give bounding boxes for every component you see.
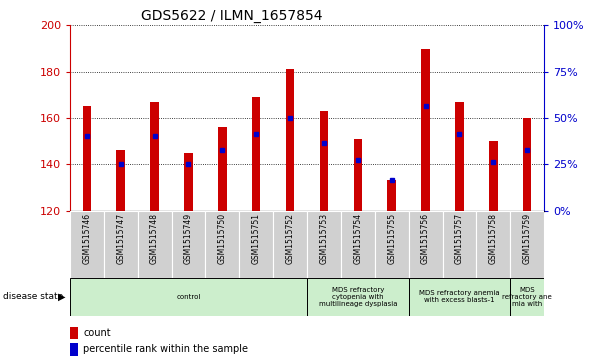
Bar bbox=[240, 211, 273, 278]
Bar bbox=[510, 211, 544, 278]
Bar bbox=[421, 49, 430, 211]
Text: GSM1515757: GSM1515757 bbox=[455, 213, 464, 264]
Text: disease state: disease state bbox=[3, 292, 63, 301]
Bar bbox=[409, 278, 510, 316]
Text: percentile rank within the sample: percentile rank within the sample bbox=[83, 344, 248, 354]
Bar bbox=[218, 127, 227, 211]
Bar bbox=[70, 343, 78, 356]
Text: GSM1515756: GSM1515756 bbox=[421, 213, 430, 264]
Text: GSM1515758: GSM1515758 bbox=[489, 213, 498, 264]
Text: GDS5622 / ILMN_1657854: GDS5622 / ILMN_1657854 bbox=[141, 9, 323, 23]
Text: GSM1515754: GSM1515754 bbox=[353, 213, 362, 264]
Bar bbox=[117, 150, 125, 211]
Text: GSM1515748: GSM1515748 bbox=[150, 213, 159, 264]
Bar bbox=[137, 211, 171, 278]
Text: MDS refractory
cytopenia with
multilineage dysplasia: MDS refractory cytopenia with multilinea… bbox=[319, 287, 397, 307]
Bar bbox=[70, 327, 78, 339]
Bar bbox=[252, 97, 260, 211]
Text: ▶: ▶ bbox=[58, 292, 66, 302]
Text: GSM1515751: GSM1515751 bbox=[252, 213, 261, 264]
Bar bbox=[83, 106, 91, 211]
Bar bbox=[206, 211, 240, 278]
Bar bbox=[510, 278, 544, 316]
Bar bbox=[307, 211, 341, 278]
Text: GSM1515747: GSM1515747 bbox=[116, 213, 125, 264]
Text: count: count bbox=[83, 328, 111, 338]
Text: GSM1515749: GSM1515749 bbox=[184, 213, 193, 264]
Text: GSM1515753: GSM1515753 bbox=[319, 213, 328, 264]
Bar bbox=[375, 211, 409, 278]
Bar bbox=[104, 211, 137, 278]
Bar bbox=[409, 211, 443, 278]
Bar bbox=[286, 69, 294, 211]
Bar bbox=[184, 153, 193, 211]
Text: GSM1515750: GSM1515750 bbox=[218, 213, 227, 264]
Bar bbox=[320, 111, 328, 211]
Text: control: control bbox=[176, 294, 201, 300]
Bar bbox=[273, 211, 307, 278]
Bar bbox=[341, 211, 375, 278]
Text: GSM1515752: GSM1515752 bbox=[286, 213, 295, 264]
Bar bbox=[70, 278, 307, 316]
Bar bbox=[443, 211, 477, 278]
Bar bbox=[477, 211, 510, 278]
Bar bbox=[354, 139, 362, 211]
Bar bbox=[150, 102, 159, 211]
Text: MDS
refractory ane
mia with: MDS refractory ane mia with bbox=[502, 287, 552, 307]
Text: MDS refractory anemia
with excess blasts-1: MDS refractory anemia with excess blasts… bbox=[419, 290, 500, 303]
Bar bbox=[307, 278, 409, 316]
Bar bbox=[489, 141, 497, 211]
Text: GSM1515755: GSM1515755 bbox=[387, 213, 396, 264]
Text: GSM1515746: GSM1515746 bbox=[82, 213, 91, 264]
Bar bbox=[70, 211, 104, 278]
Text: GSM1515759: GSM1515759 bbox=[523, 213, 532, 264]
Bar bbox=[523, 118, 531, 211]
Bar bbox=[455, 102, 464, 211]
Bar bbox=[171, 211, 206, 278]
Bar bbox=[387, 180, 396, 211]
